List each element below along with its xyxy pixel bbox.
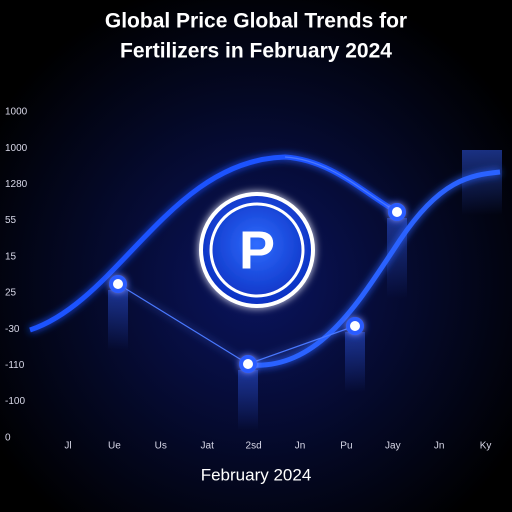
y-labels: 1000 1000 1280 55 15 25 -30 -110 -100 0 xyxy=(5,107,28,444)
y-label: 1000 xyxy=(5,107,28,118)
beams xyxy=(108,150,502,430)
y-label: -100 xyxy=(5,396,25,407)
title-line: Fertilizers in February 2024 xyxy=(120,40,392,63)
x-label: Jn xyxy=(434,441,445,452)
x-labels: Jl Ue Us Jat 2sd Jn Pu Jay Jn Ky xyxy=(64,441,491,452)
title-line: Global Price Global Trends for xyxy=(105,10,407,33)
y-label: 25 xyxy=(5,288,17,299)
y-label: 0 xyxy=(5,432,11,443)
y-label: 1000 xyxy=(5,143,28,154)
x-label: Jat xyxy=(201,441,215,452)
points xyxy=(109,203,406,373)
logo-coin xyxy=(199,192,315,308)
x-label: Pu xyxy=(340,441,352,452)
x-label: Jn xyxy=(295,441,306,452)
x-label: Jl xyxy=(64,441,71,452)
y-label: -110 xyxy=(5,360,25,371)
y-label: -30 xyxy=(5,324,20,335)
logo-ring xyxy=(209,202,305,298)
y-label: 1280 xyxy=(5,179,28,190)
y-label: 15 xyxy=(5,251,17,262)
x-label: Jay xyxy=(385,441,401,452)
x-label: 2sd xyxy=(246,441,262,452)
x-label: Ky xyxy=(480,441,492,452)
footer-caption: February 2024 xyxy=(201,465,312,484)
logo-letter: P xyxy=(239,220,275,280)
y-label: 55 xyxy=(5,215,17,226)
x-label: Us xyxy=(155,441,167,452)
x-label: Ue xyxy=(108,441,121,452)
